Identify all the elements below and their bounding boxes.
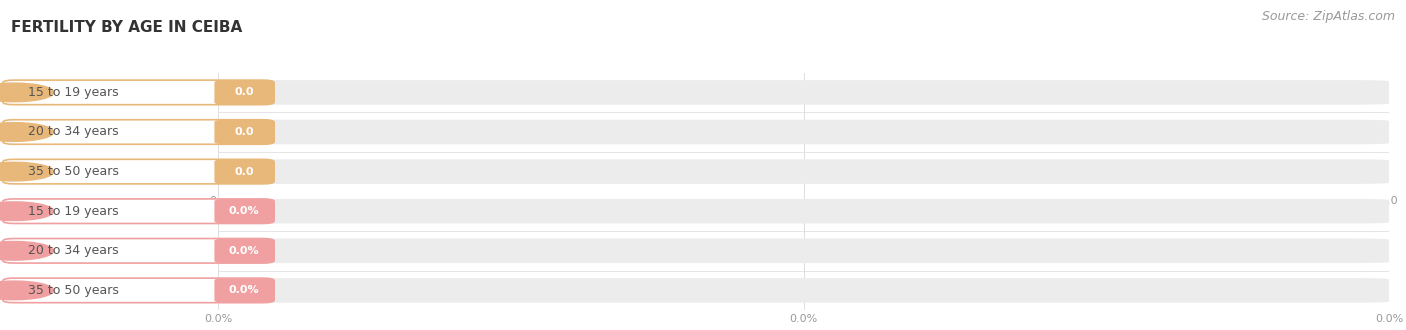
Text: Source: ZipAtlas.com: Source: ZipAtlas.com <box>1261 10 1395 23</box>
Text: 15 to 19 years: 15 to 19 years <box>28 205 118 218</box>
FancyBboxPatch shape <box>218 199 1389 223</box>
FancyBboxPatch shape <box>218 278 1389 303</box>
FancyBboxPatch shape <box>218 120 1389 144</box>
Text: FERTILITY BY AGE IN CEIBA: FERTILITY BY AGE IN CEIBA <box>11 20 242 35</box>
Text: 35 to 50 years: 35 to 50 years <box>28 284 120 297</box>
Text: 0.0: 0.0 <box>235 87 254 97</box>
Text: 35 to 50 years: 35 to 50 years <box>28 165 120 178</box>
Text: 0.0: 0.0 <box>235 167 254 177</box>
FancyBboxPatch shape <box>218 159 1389 184</box>
Text: 20 to 34 years: 20 to 34 years <box>28 244 118 257</box>
Text: 0.0: 0.0 <box>235 127 254 137</box>
Text: 0.0%: 0.0% <box>229 206 260 216</box>
Text: 0.0%: 0.0% <box>229 246 260 256</box>
FancyBboxPatch shape <box>218 80 1389 105</box>
Text: 0.0%: 0.0% <box>229 285 260 295</box>
Text: 20 to 34 years: 20 to 34 years <box>28 125 118 139</box>
FancyBboxPatch shape <box>218 239 1389 263</box>
Text: 15 to 19 years: 15 to 19 years <box>28 86 118 99</box>
